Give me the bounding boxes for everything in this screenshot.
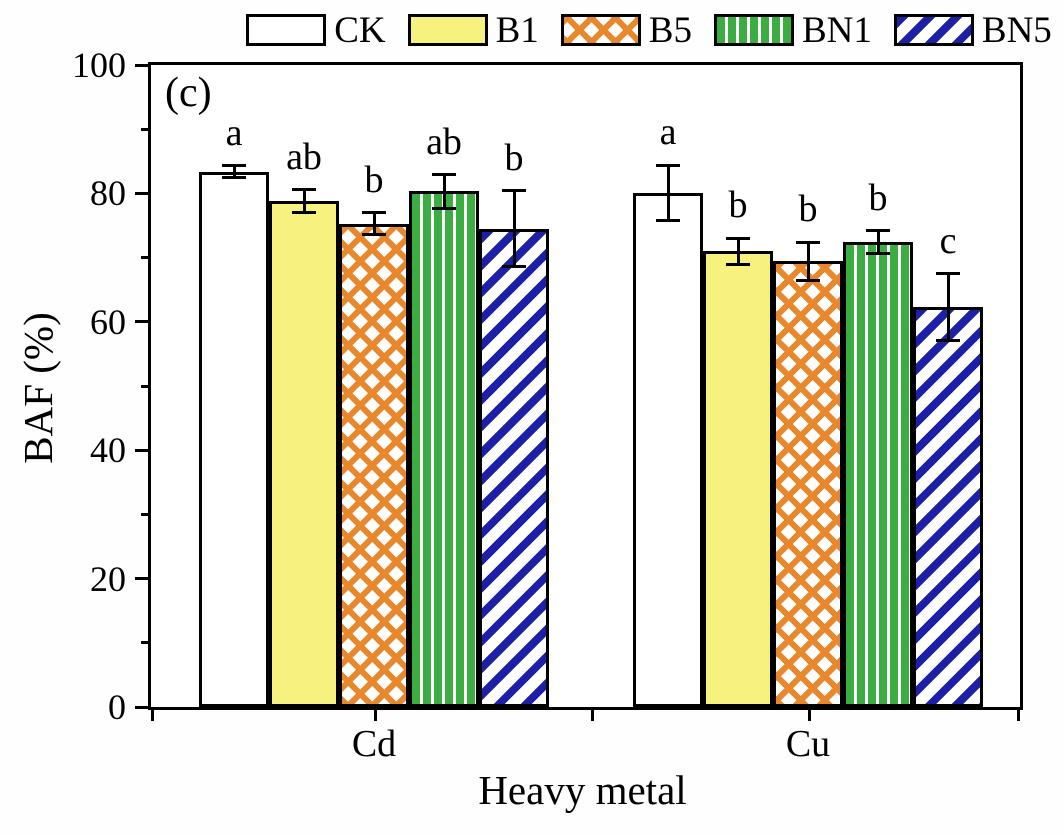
x-tick: [374, 707, 377, 721]
legend-item-b1: B1: [407, 9, 539, 51]
error-bar-cap: [502, 189, 526, 193]
legend-label: BN1: [801, 9, 872, 51]
significance-letter: a: [659, 111, 677, 154]
bar-cu-bn1: [843, 242, 913, 707]
legend-swatch-bn1: [713, 14, 794, 46]
bar-cu-ck: [633, 192, 703, 707]
y-tick-label: 80: [90, 173, 126, 214]
y-tick-label: 40: [90, 430, 126, 471]
y-minor-tick: [141, 512, 151, 516]
error-bar-cap: [936, 338, 960, 342]
legend-item-b5: B5: [560, 9, 692, 51]
error-bar-cap: [796, 279, 820, 283]
y-tick-label: 60: [90, 301, 126, 342]
category-label-cd: Cd: [351, 723, 397, 765]
x-tick: [591, 707, 594, 721]
bar-cd-bn5: [479, 228, 549, 707]
x-tick: [151, 707, 154, 721]
legend-item-ck: CK: [246, 9, 386, 51]
y-tick-label: 0: [108, 687, 126, 727]
significance-letter: b: [728, 184, 748, 227]
significance-letter: c: [939, 219, 957, 262]
legend-swatch-b5: [560, 14, 641, 46]
bar-cd-bn1: [409, 191, 479, 707]
legend-item-bn5: BN5: [893, 9, 1052, 51]
error-bar-cap: [656, 218, 680, 222]
bar-cd-b1: [269, 201, 339, 707]
error-bar-line: [372, 212, 376, 235]
legend-swatch-bn5: [893, 14, 974, 46]
x-tick: [808, 707, 811, 721]
panel-label: (c): [165, 70, 212, 116]
error-bar-cap: [866, 229, 890, 233]
significance-letter: b: [364, 158, 384, 201]
y-major-tick: [135, 448, 151, 452]
error-bar-cap: [432, 173, 456, 177]
y-tick-label: 20: [90, 558, 126, 599]
y-minor-tick: [141, 256, 151, 260]
legend-label: B5: [648, 9, 692, 51]
error-bar-cap: [656, 163, 680, 167]
x-axis-title: Heavy metal: [478, 767, 687, 813]
y-minor-tick: [141, 127, 151, 131]
error-bar-cap: [362, 211, 386, 215]
y-major-tick: [135, 63, 151, 67]
significance-letter: b: [868, 176, 888, 219]
error-bar-cap: [726, 262, 750, 266]
x-tick: [1017, 707, 1020, 721]
error-bar-line: [806, 242, 810, 281]
legend-item-bn1: BN1: [713, 9, 872, 51]
legend-swatch-ck: [246, 14, 327, 46]
y-major-tick: [135, 577, 151, 581]
legend-label: B1: [495, 9, 539, 51]
bar-cu-bn5: [913, 307, 983, 707]
error-bar-cap: [362, 232, 386, 236]
error-bar-cap: [502, 265, 526, 269]
error-bar-line: [232, 165, 236, 178]
error-bar-line: [442, 174, 446, 209]
bar-cd-ck: [199, 171, 269, 707]
error-bar-cap: [292, 188, 316, 192]
significance-letter: ab: [286, 135, 322, 178]
error-bar-line: [736, 238, 740, 264]
y-major-tick: [135, 705, 151, 709]
plot-area: (c) 0 20 40 60 80 100 Cd Cu a ab b ab b a b b b c: [72, 47, 1023, 763]
legend-swatch-b1: [407, 14, 488, 46]
bar-cd-b5: [339, 223, 409, 707]
error-bar-cap: [222, 164, 246, 168]
y-minor-tick: [141, 641, 151, 645]
y-major-tick: [135, 320, 151, 324]
legend-label: CK: [334, 9, 386, 51]
significance-letter: b: [798, 188, 818, 231]
significance-letter: ab: [426, 120, 462, 163]
error-bar-line: [946, 273, 950, 341]
error-bar-cap: [222, 175, 246, 179]
y-tick-label: 100: [72, 45, 126, 85]
error-bar-cap: [726, 236, 750, 240]
error-bar-cap: [432, 206, 456, 210]
error-bar-line: [666, 165, 670, 221]
error-bar-line: [876, 230, 880, 254]
bar-cu-b1: [703, 251, 773, 707]
error-bar-cap: [292, 211, 316, 215]
y-minor-tick: [141, 384, 151, 388]
significance-letter: a: [225, 111, 243, 154]
category-label-cu: Cu: [785, 723, 831, 765]
error-bar-line: [512, 190, 516, 267]
error-bar-line: [302, 189, 306, 213]
legend-label: BN5: [981, 9, 1052, 51]
error-bar-cap: [936, 272, 960, 276]
error-bar-cap: [866, 252, 890, 256]
y-major-tick: [135, 191, 151, 195]
significance-letter: b: [504, 136, 524, 179]
chart-legend: CK B1 B5 BN1 BN5: [240, 8, 1058, 52]
bar-cu-b5: [773, 261, 843, 707]
error-bar-cap: [796, 240, 820, 244]
